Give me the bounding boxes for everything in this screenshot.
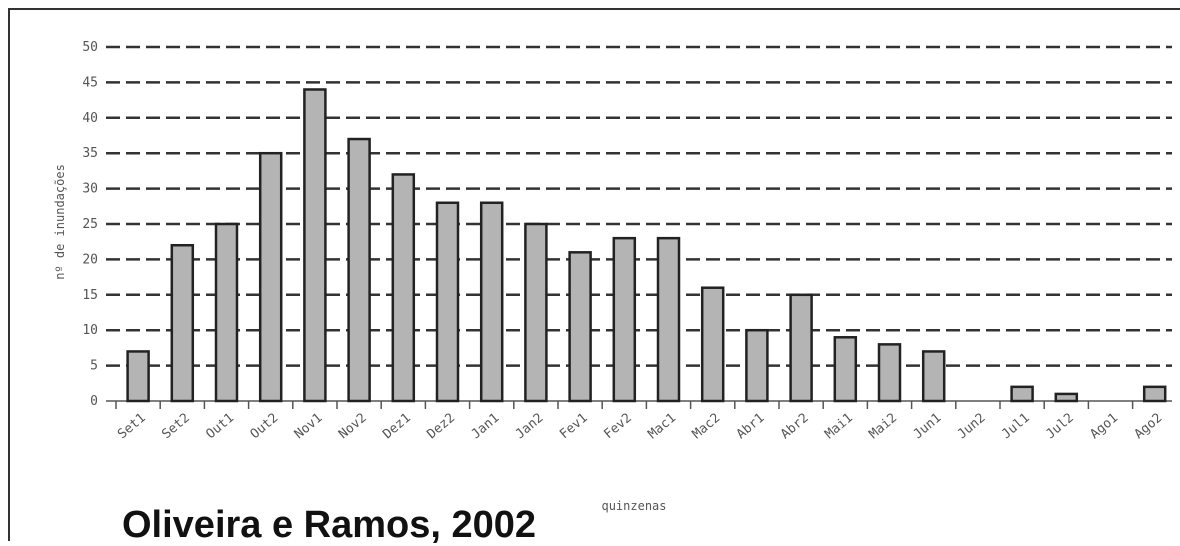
- x-tick-label: Ago1: [1087, 411, 1121, 443]
- x-tick-label: Ago2: [1132, 411, 1166, 443]
- x-tick-label: Out1: [203, 411, 237, 443]
- x-tick-label: Jul1: [999, 411, 1033, 443]
- bar-abr2: [789, 293, 813, 403]
- x-tick-label: Mac1: [645, 411, 679, 443]
- bar-jul1: [1010, 385, 1034, 403]
- bar-jun1: [921, 350, 946, 403]
- grid-lines: [106, 45, 1172, 409]
- bar-mai1: [833, 336, 858, 403]
- bar-abr1: [745, 328, 769, 403]
- x-tick-label: Dez1: [380, 411, 414, 443]
- bar-nov2: [347, 137, 371, 403]
- bar-mai2: [877, 343, 902, 403]
- y-tick-label: 30: [82, 182, 98, 197]
- bar-out1: [214, 222, 239, 403]
- y-tick-label: 20: [82, 252, 98, 267]
- y-tick-label: 35: [82, 146, 98, 161]
- bar-jan1: [479, 201, 504, 403]
- y-tick-label: 10: [82, 323, 98, 338]
- bar-ago2: [1142, 385, 1167, 403]
- y-tick-label: 5: [90, 359, 98, 374]
- bar-fev1: [568, 251, 592, 403]
- bar-jul2: [1054, 392, 1079, 403]
- y-tick-labels: 0 5 10 15 20 25 30 35 40 45 50: [82, 40, 98, 409]
- x-tick-label: Jan1: [469, 411, 503, 443]
- bar-dez2: [435, 201, 460, 403]
- x-tick-label: Nov1: [292, 411, 326, 443]
- bars: [126, 88, 1167, 403]
- chart-frame: [8, 8, 1180, 541]
- citation: Oliveira e Ramos, 2002: [122, 504, 537, 546]
- y-tick-label: 15: [82, 288, 98, 303]
- y-tick-label: 50: [82, 40, 98, 55]
- x-tick-label: Out2: [248, 411, 282, 443]
- x-tick-label: Mai2: [866, 411, 900, 443]
- x-tick-label: Set2: [159, 411, 193, 443]
- x-tick-label: Mac2: [690, 411, 724, 443]
- x-tick-label: Jul2: [1043, 411, 1077, 443]
- x-tick-label: Fev2: [601, 411, 635, 443]
- bar-set1: [126, 350, 150, 403]
- bar-mac1: [656, 236, 681, 403]
- bar-mac2: [700, 286, 725, 403]
- x-tick-label: Dez2: [424, 411, 458, 443]
- bar-dez1: [391, 173, 416, 403]
- x-axis-label: quinzenas: [601, 499, 666, 513]
- x-tick-labels: Set1 Set2 Out1 Out2 Nov1 Nov2 Dez1 Dez2 Jan1 Jan2…: [115, 411, 1165, 443]
- x-tick-label: Abr2: [778, 411, 812, 443]
- x-tick-label: Jun2: [955, 411, 989, 443]
- bar-fev2: [612, 236, 637, 403]
- x-tick-label: Mai1: [822, 411, 856, 443]
- x-tick-label: Set1: [115, 411, 149, 443]
- bar-nov1: [303, 88, 327, 403]
- bar-set2: [170, 243, 195, 403]
- bar-out2: [258, 151, 283, 403]
- y-axis-label: nº de inundações: [53, 164, 67, 280]
- y-tick-label: 0: [90, 394, 98, 409]
- y-tick-label: 40: [82, 111, 98, 126]
- y-tick-label: 25: [82, 217, 98, 232]
- x-tick-label: Jan2: [513, 411, 547, 443]
- x-tick-label: Fev1: [557, 411, 591, 443]
- x-tick-label: Jun1: [911, 411, 945, 443]
- x-tick-label: Abr1: [734, 411, 768, 443]
- y-tick-label: 45: [82, 75, 98, 90]
- bar-jan2: [524, 222, 548, 403]
- x-tick-label: Nov2: [336, 411, 370, 443]
